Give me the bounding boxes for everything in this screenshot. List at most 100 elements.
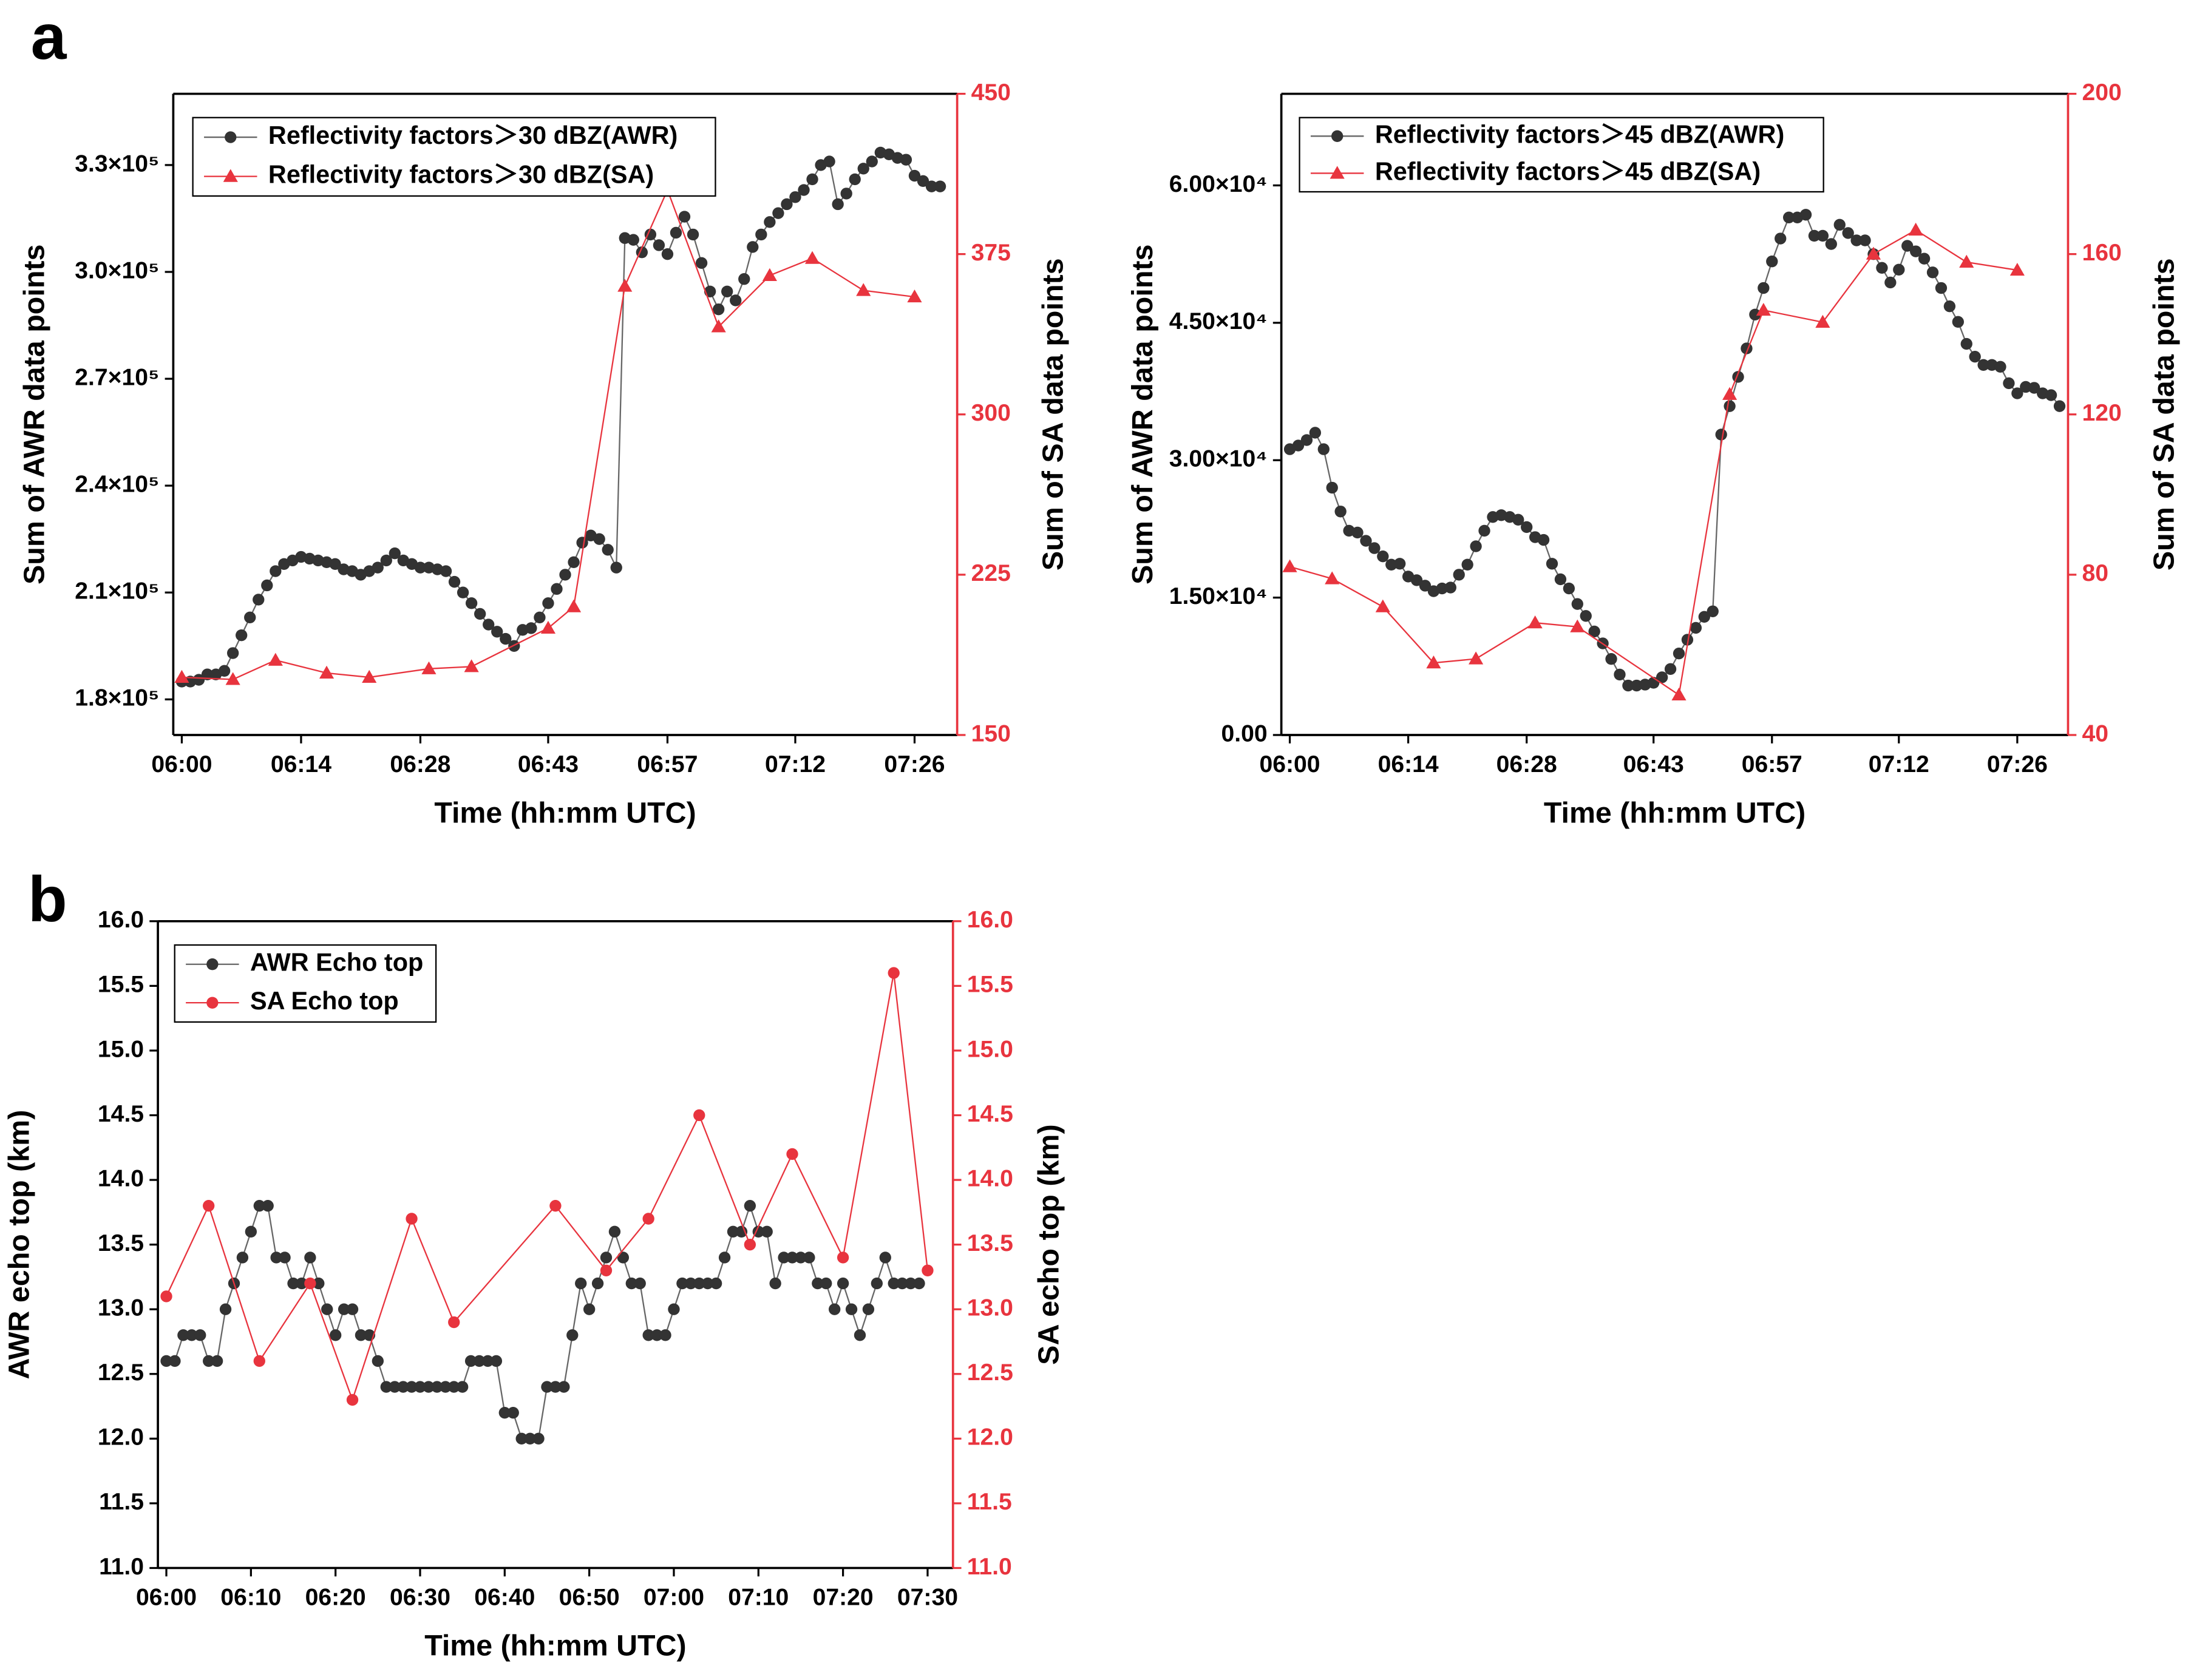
marker: [925, 180, 938, 192]
marker: [262, 1199, 274, 1212]
marker: [1461, 558, 1473, 571]
marker: [473, 1355, 486, 1367]
marker: [223, 169, 238, 182]
marker: [721, 285, 733, 297]
marker: [803, 1252, 815, 1264]
marker: [338, 1303, 350, 1315]
marker: [1926, 266, 1939, 279]
marker: [160, 1290, 172, 1302]
marker: [362, 669, 377, 683]
marker: [634, 1277, 646, 1290]
marker: [236, 629, 248, 642]
x-tick-label: 07:12: [1869, 751, 1929, 777]
marker: [678, 211, 691, 223]
y2-tick-label: 80: [2082, 560, 2108, 586]
marker: [457, 586, 469, 598]
x-tick-label: 06:14: [271, 751, 331, 777]
marker: [568, 556, 580, 569]
marker: [755, 228, 767, 241]
marker: [905, 1277, 917, 1290]
x-tick-label: 06:43: [518, 751, 579, 777]
marker: [685, 1277, 697, 1290]
marker: [566, 1329, 579, 1341]
x-tick-label: 06:43: [1623, 751, 1684, 777]
marker: [1935, 282, 1948, 294]
marker: [840, 188, 852, 200]
marker: [1969, 351, 1981, 363]
x-tick-label: 07:20: [813, 1585, 874, 1611]
legend-label: Reflectivity factors＞30 dBZ(AWR): [268, 121, 678, 149]
marker: [575, 1277, 587, 1290]
marker: [866, 155, 878, 168]
marker: [540, 620, 556, 634]
marker: [389, 1381, 401, 1393]
marker: [372, 1355, 384, 1367]
marker: [1859, 234, 1871, 246]
marker: [218, 665, 231, 677]
x-tick-label: 06:30: [390, 1585, 450, 1611]
marker: [1351, 526, 1364, 539]
y-tick-label: 3.3×10⁵: [75, 151, 159, 177]
marker: [1570, 619, 1585, 632]
marker: [907, 289, 922, 303]
marker: [483, 618, 495, 631]
marker: [532, 1432, 545, 1445]
marker: [270, 565, 282, 577]
y2-tick-label: 11.0: [967, 1554, 1012, 1580]
y-tick-label: 4.50×10⁴: [1169, 308, 1268, 334]
marker: [727, 1225, 739, 1238]
marker: [1876, 262, 1888, 274]
marker: [1909, 245, 1922, 257]
y2-tick-label: 16.0: [967, 907, 1013, 933]
marker: [764, 216, 776, 228]
marker: [659, 1329, 671, 1341]
marker: [769, 1277, 781, 1290]
marker: [1959, 254, 1974, 268]
marker: [1470, 540, 1482, 552]
marker: [1330, 166, 1345, 179]
y2-tick-label: 160: [2082, 240, 2121, 266]
y2-tick-label: 14.5: [967, 1101, 1013, 1127]
marker: [169, 1355, 181, 1367]
marker: [1816, 229, 1829, 242]
x-tick-label: 06:00: [1260, 751, 1320, 777]
y2-tick-label: 12.0: [967, 1424, 1013, 1451]
marker: [1571, 598, 1583, 610]
marker: [845, 1303, 858, 1315]
marker: [820, 1277, 832, 1290]
marker: [744, 1199, 756, 1212]
marker: [397, 1381, 409, 1393]
marker: [2003, 377, 2015, 390]
marker: [1690, 622, 1702, 634]
marker: [610, 561, 622, 574]
marker: [201, 668, 214, 680]
x-axis-label: Time (hh:mm UTC): [434, 796, 696, 829]
x-tick-label: 06:14: [1378, 751, 1439, 777]
marker: [1681, 634, 1694, 646]
marker: [1317, 443, 1330, 455]
marker: [253, 594, 265, 606]
marker: [1893, 263, 1905, 276]
marker: [832, 198, 844, 211]
x-axis-label: Time (hh:mm UTC): [1544, 796, 1805, 829]
marker: [1527, 615, 1543, 629]
legend-box: [174, 944, 437, 1023]
marker: [1782, 211, 1795, 223]
y-tick-label: 16.0: [98, 907, 144, 933]
marker: [1326, 481, 1338, 494]
marker: [823, 155, 835, 168]
marker: [1469, 651, 1484, 665]
marker: [1994, 361, 2006, 373]
marker: [253, 1355, 265, 1367]
marker: [206, 997, 219, 1009]
marker: [1282, 559, 1297, 572]
marker: [1664, 663, 1677, 676]
marker: [2053, 400, 2066, 412]
marker: [1444, 581, 1456, 594]
marker: [752, 1225, 764, 1238]
marker: [670, 226, 682, 239]
y2-tick-label: 200: [2082, 80, 2121, 106]
legend-label: Reflectivity factors＞45 dBZ(AWR): [1375, 120, 1784, 148]
y2-axis-label: SA echo top (km): [1033, 1124, 1065, 1364]
series-line: [182, 188, 915, 680]
